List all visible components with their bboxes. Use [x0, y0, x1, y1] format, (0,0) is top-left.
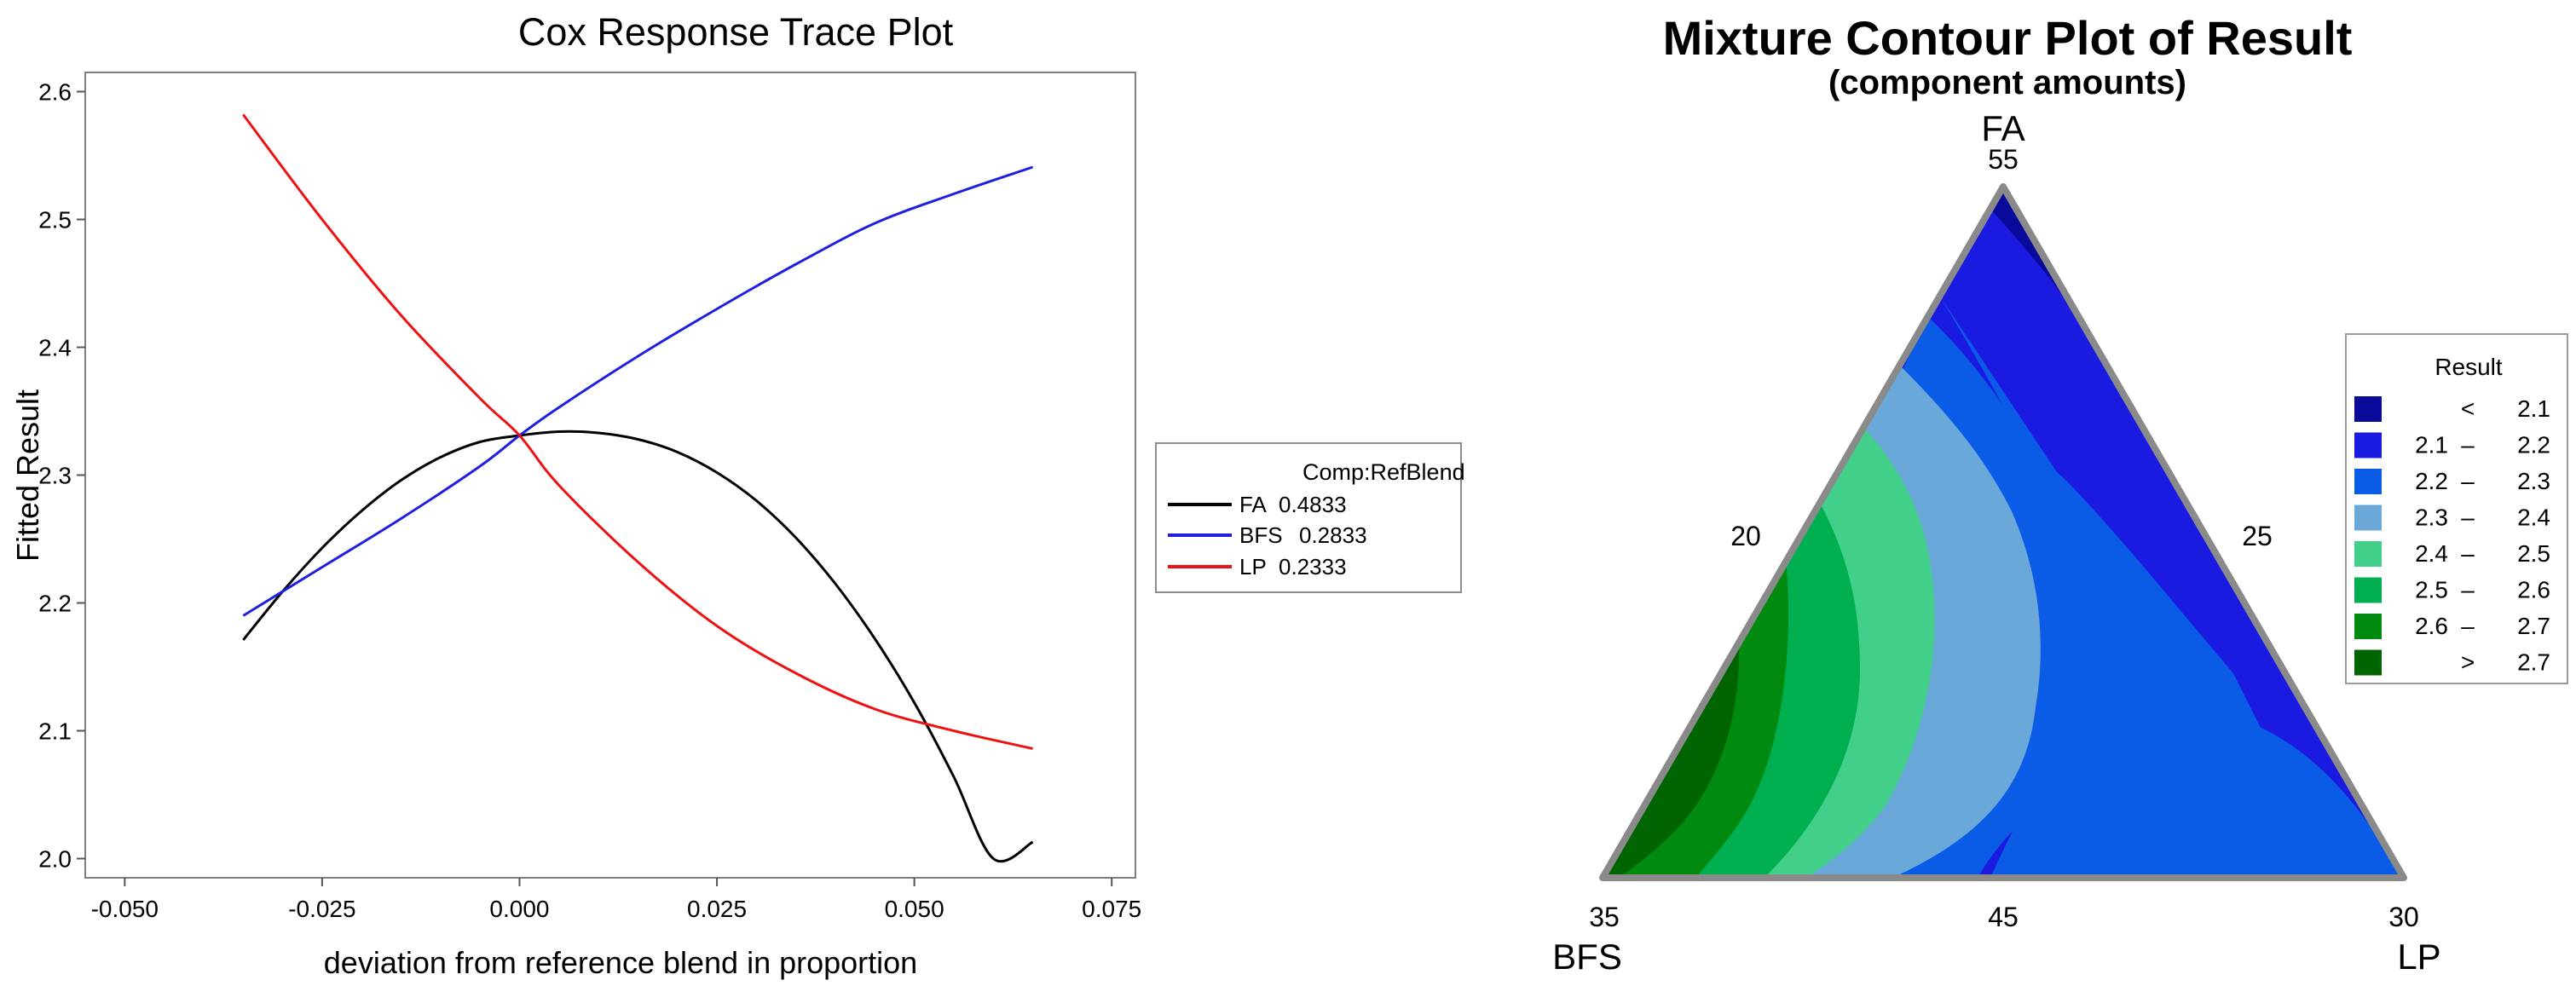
- contour-legend-hi: 2.6: [2517, 577, 2550, 603]
- mixture-plot: Mixture Contour Plot of Result (componen…: [1552, 11, 2568, 977]
- vertex-label-top: FA: [1981, 108, 2024, 148]
- contour-band-lt-2_1: [1990, 187, 2101, 355]
- mixture-plot-subtitle: (component amounts): [1828, 64, 2186, 101]
- x-axis-ticks: -0.050 -0.025 0.000 0.025 0.050 0.075: [91, 878, 1141, 922]
- trace-plot-frame: [84, 72, 1136, 879]
- ternary-triangle-border: [1599, 183, 2407, 881]
- contour-legend-hi: 2.7: [2517, 613, 2550, 639]
- x-tick-label: 0.075: [1082, 896, 1141, 922]
- contour-regions: [1603, 187, 2404, 878]
- contour-legend-entries: <2.12.1–2.22.2–2.32.3–2.42.4–2.52.5–2.62…: [2354, 395, 2550, 676]
- contour-legend-op: –: [2461, 432, 2475, 458]
- edge-label-bottom: 45: [1988, 902, 2019, 932]
- trace-legend: Comp:RefBlend FA 0.4833 BFS 0.2833 LP 0.…: [1155, 442, 1465, 593]
- contour-legend-hi: 2.5: [2517, 540, 2550, 567]
- contour-legend-lo: 2.1: [2415, 432, 2448, 458]
- trace-plot-title: Cox Response Trace Plot: [518, 10, 954, 54]
- x-tick-label: 0.025: [687, 896, 747, 922]
- series-line-fa: [242, 430, 1034, 863]
- contour-legend-swatch: [2354, 469, 2382, 494]
- vertex-label-bottom-left: BFS: [1552, 937, 1622, 977]
- y-axis-label: Fitted Result: [10, 389, 45, 562]
- legend-value-lp: 0.2333: [1279, 554, 1347, 579]
- contour-legend-hi: 2.7: [2517, 649, 2550, 676]
- contour-legend-op: –: [2461, 468, 2475, 494]
- y-tick-label: 2.3: [38, 463, 72, 489]
- contour-legend-title: Result: [2434, 354, 2503, 380]
- vertex-value-bottom-left: 35: [1589, 902, 1620, 932]
- trace-legend-title: Comp:RefBlend: [1302, 459, 1465, 485]
- vertex-value-bottom-right: 30: [2388, 902, 2419, 932]
- contour-legend-lo: 2.5: [2415, 577, 2448, 603]
- y-tick-label: 2.1: [38, 718, 72, 745]
- vertex-value-top: 55: [1988, 144, 2019, 175]
- x-axis-label: deviation from reference blend in propor…: [324, 945, 917, 980]
- y-tick-label: 2.0: [38, 846, 72, 873]
- contour-legend-op: <: [2461, 395, 2475, 422]
- mixture-plot-title: Mixture Contour Plot of Result: [1663, 11, 2353, 65]
- contour-legend-swatch: [2354, 541, 2382, 567]
- x-tick-label: -0.025: [288, 896, 355, 922]
- contour-legend-swatch: [2354, 577, 2382, 603]
- contour-legend-hi: 2.2: [2517, 432, 2550, 458]
- contour-legend-hi: 2.3: [2517, 468, 2550, 494]
- legend-value-fa: 0.4833: [1279, 492, 1347, 517]
- x-tick-label: -0.050: [91, 896, 159, 922]
- contour-legend-swatch: [2354, 505, 2382, 531]
- x-tick-label: 0.000: [489, 896, 549, 922]
- contour-legend-lo: 2.3: [2415, 505, 2448, 531]
- legend-entry-lp: LP 0.2333: [1168, 554, 1347, 579]
- contour-legend-op: –: [2461, 613, 2475, 639]
- series-line-lp: [242, 113, 1033, 750]
- contour-legend-swatch: [2354, 649, 2382, 676]
- legend-label-fa: FA: [1239, 492, 1267, 517]
- contour-legend-swatch: [2354, 396, 2382, 422]
- y-axis-ticks: 2.0 2.1 2.2 2.3 2.4 2.5 2.6: [38, 79, 85, 873]
- contour-legend-op: –: [2461, 577, 2475, 603]
- vertex-label-bottom-right: LP: [2397, 937, 2440, 977]
- trace-plot: Cox Response Trace Plot 2.02.12.22.32.42…: [10, 10, 1465, 980]
- contour-legend-box: [2345, 333, 2568, 684]
- contour-legend-hi: 2.1: [2517, 395, 2550, 422]
- edge-label-right: 25: [2242, 521, 2273, 551]
- contour-legend-lo: 2.6: [2415, 613, 2448, 639]
- legend-value-bfs: 0.2833: [1299, 522, 1367, 548]
- series-group: [242, 113, 1034, 863]
- legend-entry-fa: FA 0.4833: [1168, 492, 1347, 517]
- contour-legend-lo: 2.4: [2415, 540, 2448, 567]
- contour-legend-op: –: [2461, 505, 2475, 531]
- contour-legend-op: >: [2461, 649, 2475, 676]
- contour-legend-op: –: [2461, 540, 2475, 567]
- legend-label-bfs: BFS: [1239, 522, 1283, 548]
- contour-legend-swatch: [2354, 614, 2382, 639]
- contour-band-2_2-2_3: [1940, 297, 2404, 878]
- y-tick-label: 2.6: [38, 79, 72, 106]
- edge-label-left: 20: [1730, 521, 1761, 551]
- x-tick-label: 0.050: [885, 896, 944, 922]
- series-line-bfs: [242, 165, 1034, 617]
- y-tick-label: 2.4: [38, 335, 72, 361]
- contour-legend-swatch: [2354, 432, 2382, 458]
- legend-label-lp: LP: [1239, 554, 1267, 579]
- contour-legend-lo: 2.2: [2415, 468, 2448, 494]
- y-tick-label: 2.2: [38, 591, 72, 617]
- y-tick-label: 2.5: [38, 207, 72, 234]
- contour-legend: Result <2.12.1–2.22.2–2.32.3–2.42.4–2.52…: [2345, 333, 2568, 684]
- contour-legend-hi: 2.4: [2517, 505, 2550, 531]
- legend-entry-bfs: BFS 0.2833: [1168, 522, 1367, 548]
